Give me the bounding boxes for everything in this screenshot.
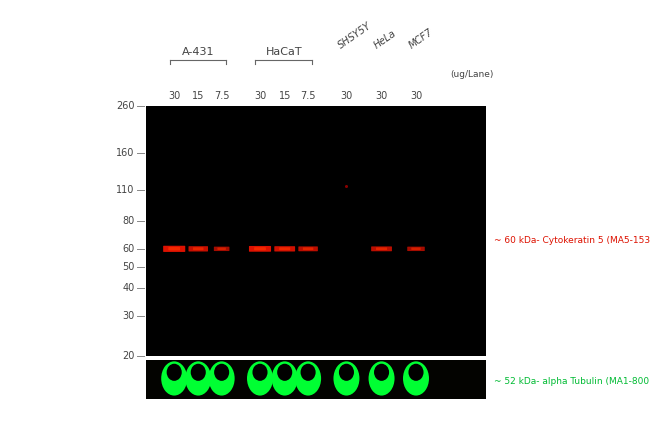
Text: HeLa: HeLa xyxy=(372,28,398,51)
Ellipse shape xyxy=(408,364,424,381)
FancyBboxPatch shape xyxy=(303,248,313,250)
Text: 20: 20 xyxy=(122,351,135,361)
Bar xyxy=(146,106,486,356)
Text: HaCaT: HaCaT xyxy=(266,47,302,57)
FancyBboxPatch shape xyxy=(280,248,290,250)
Text: ~ 60 kDa- Cytokeratin 5 (MA5-15347 Mouse / IgG1)-555nm: ~ 60 kDa- Cytokeratin 5 (MA5-15347 Mouse… xyxy=(494,236,650,244)
Text: 260: 260 xyxy=(116,101,135,111)
Ellipse shape xyxy=(190,364,206,381)
Text: ~ 52 kDa- alpha Tubulin (MA1-80017 Rat / IgG)-488nm: ~ 52 kDa- alpha Tubulin (MA1-80017 Rat /… xyxy=(494,377,650,385)
Ellipse shape xyxy=(214,364,229,381)
Text: 30: 30 xyxy=(376,91,387,101)
Text: MCF7: MCF7 xyxy=(407,27,435,51)
Text: 160: 160 xyxy=(116,149,135,158)
Ellipse shape xyxy=(333,362,359,396)
Ellipse shape xyxy=(277,364,292,381)
FancyBboxPatch shape xyxy=(371,247,392,251)
Text: 50: 50 xyxy=(122,262,135,271)
FancyBboxPatch shape xyxy=(249,246,271,252)
FancyBboxPatch shape xyxy=(214,247,229,251)
Ellipse shape xyxy=(403,362,429,396)
Ellipse shape xyxy=(209,362,235,396)
Text: 7.5: 7.5 xyxy=(300,91,316,101)
FancyBboxPatch shape xyxy=(298,247,318,251)
Ellipse shape xyxy=(166,364,182,381)
Ellipse shape xyxy=(161,362,187,396)
Text: 40: 40 xyxy=(122,283,135,293)
Text: (ug/Lane): (ug/Lane) xyxy=(450,70,493,79)
FancyBboxPatch shape xyxy=(407,247,425,251)
Text: SHSY5Y: SHSY5Y xyxy=(337,21,374,51)
FancyBboxPatch shape xyxy=(188,246,208,251)
Ellipse shape xyxy=(295,362,321,396)
Ellipse shape xyxy=(374,364,389,381)
Ellipse shape xyxy=(252,364,268,381)
Text: 110: 110 xyxy=(116,185,135,195)
Ellipse shape xyxy=(300,364,316,381)
Text: 30: 30 xyxy=(341,91,352,101)
Bar xyxy=(146,360,486,399)
FancyBboxPatch shape xyxy=(254,247,266,250)
Text: 30: 30 xyxy=(254,91,266,101)
Text: 80: 80 xyxy=(122,216,135,226)
Text: 60: 60 xyxy=(122,244,135,254)
FancyBboxPatch shape xyxy=(163,246,185,252)
FancyBboxPatch shape xyxy=(193,248,203,250)
Ellipse shape xyxy=(339,364,354,381)
FancyBboxPatch shape xyxy=(217,248,226,250)
FancyBboxPatch shape xyxy=(376,248,387,250)
Text: 30: 30 xyxy=(410,91,422,101)
FancyBboxPatch shape xyxy=(411,248,421,250)
Text: 30: 30 xyxy=(122,311,135,321)
Ellipse shape xyxy=(185,362,211,396)
Text: 15: 15 xyxy=(278,91,291,101)
FancyBboxPatch shape xyxy=(168,247,180,250)
Text: 7.5: 7.5 xyxy=(214,91,229,101)
Text: A-431: A-431 xyxy=(182,47,215,57)
Ellipse shape xyxy=(369,362,395,396)
Text: 15: 15 xyxy=(192,91,205,101)
Text: 30: 30 xyxy=(168,91,180,101)
Ellipse shape xyxy=(247,362,273,396)
Ellipse shape xyxy=(272,362,298,396)
FancyBboxPatch shape xyxy=(274,246,295,251)
